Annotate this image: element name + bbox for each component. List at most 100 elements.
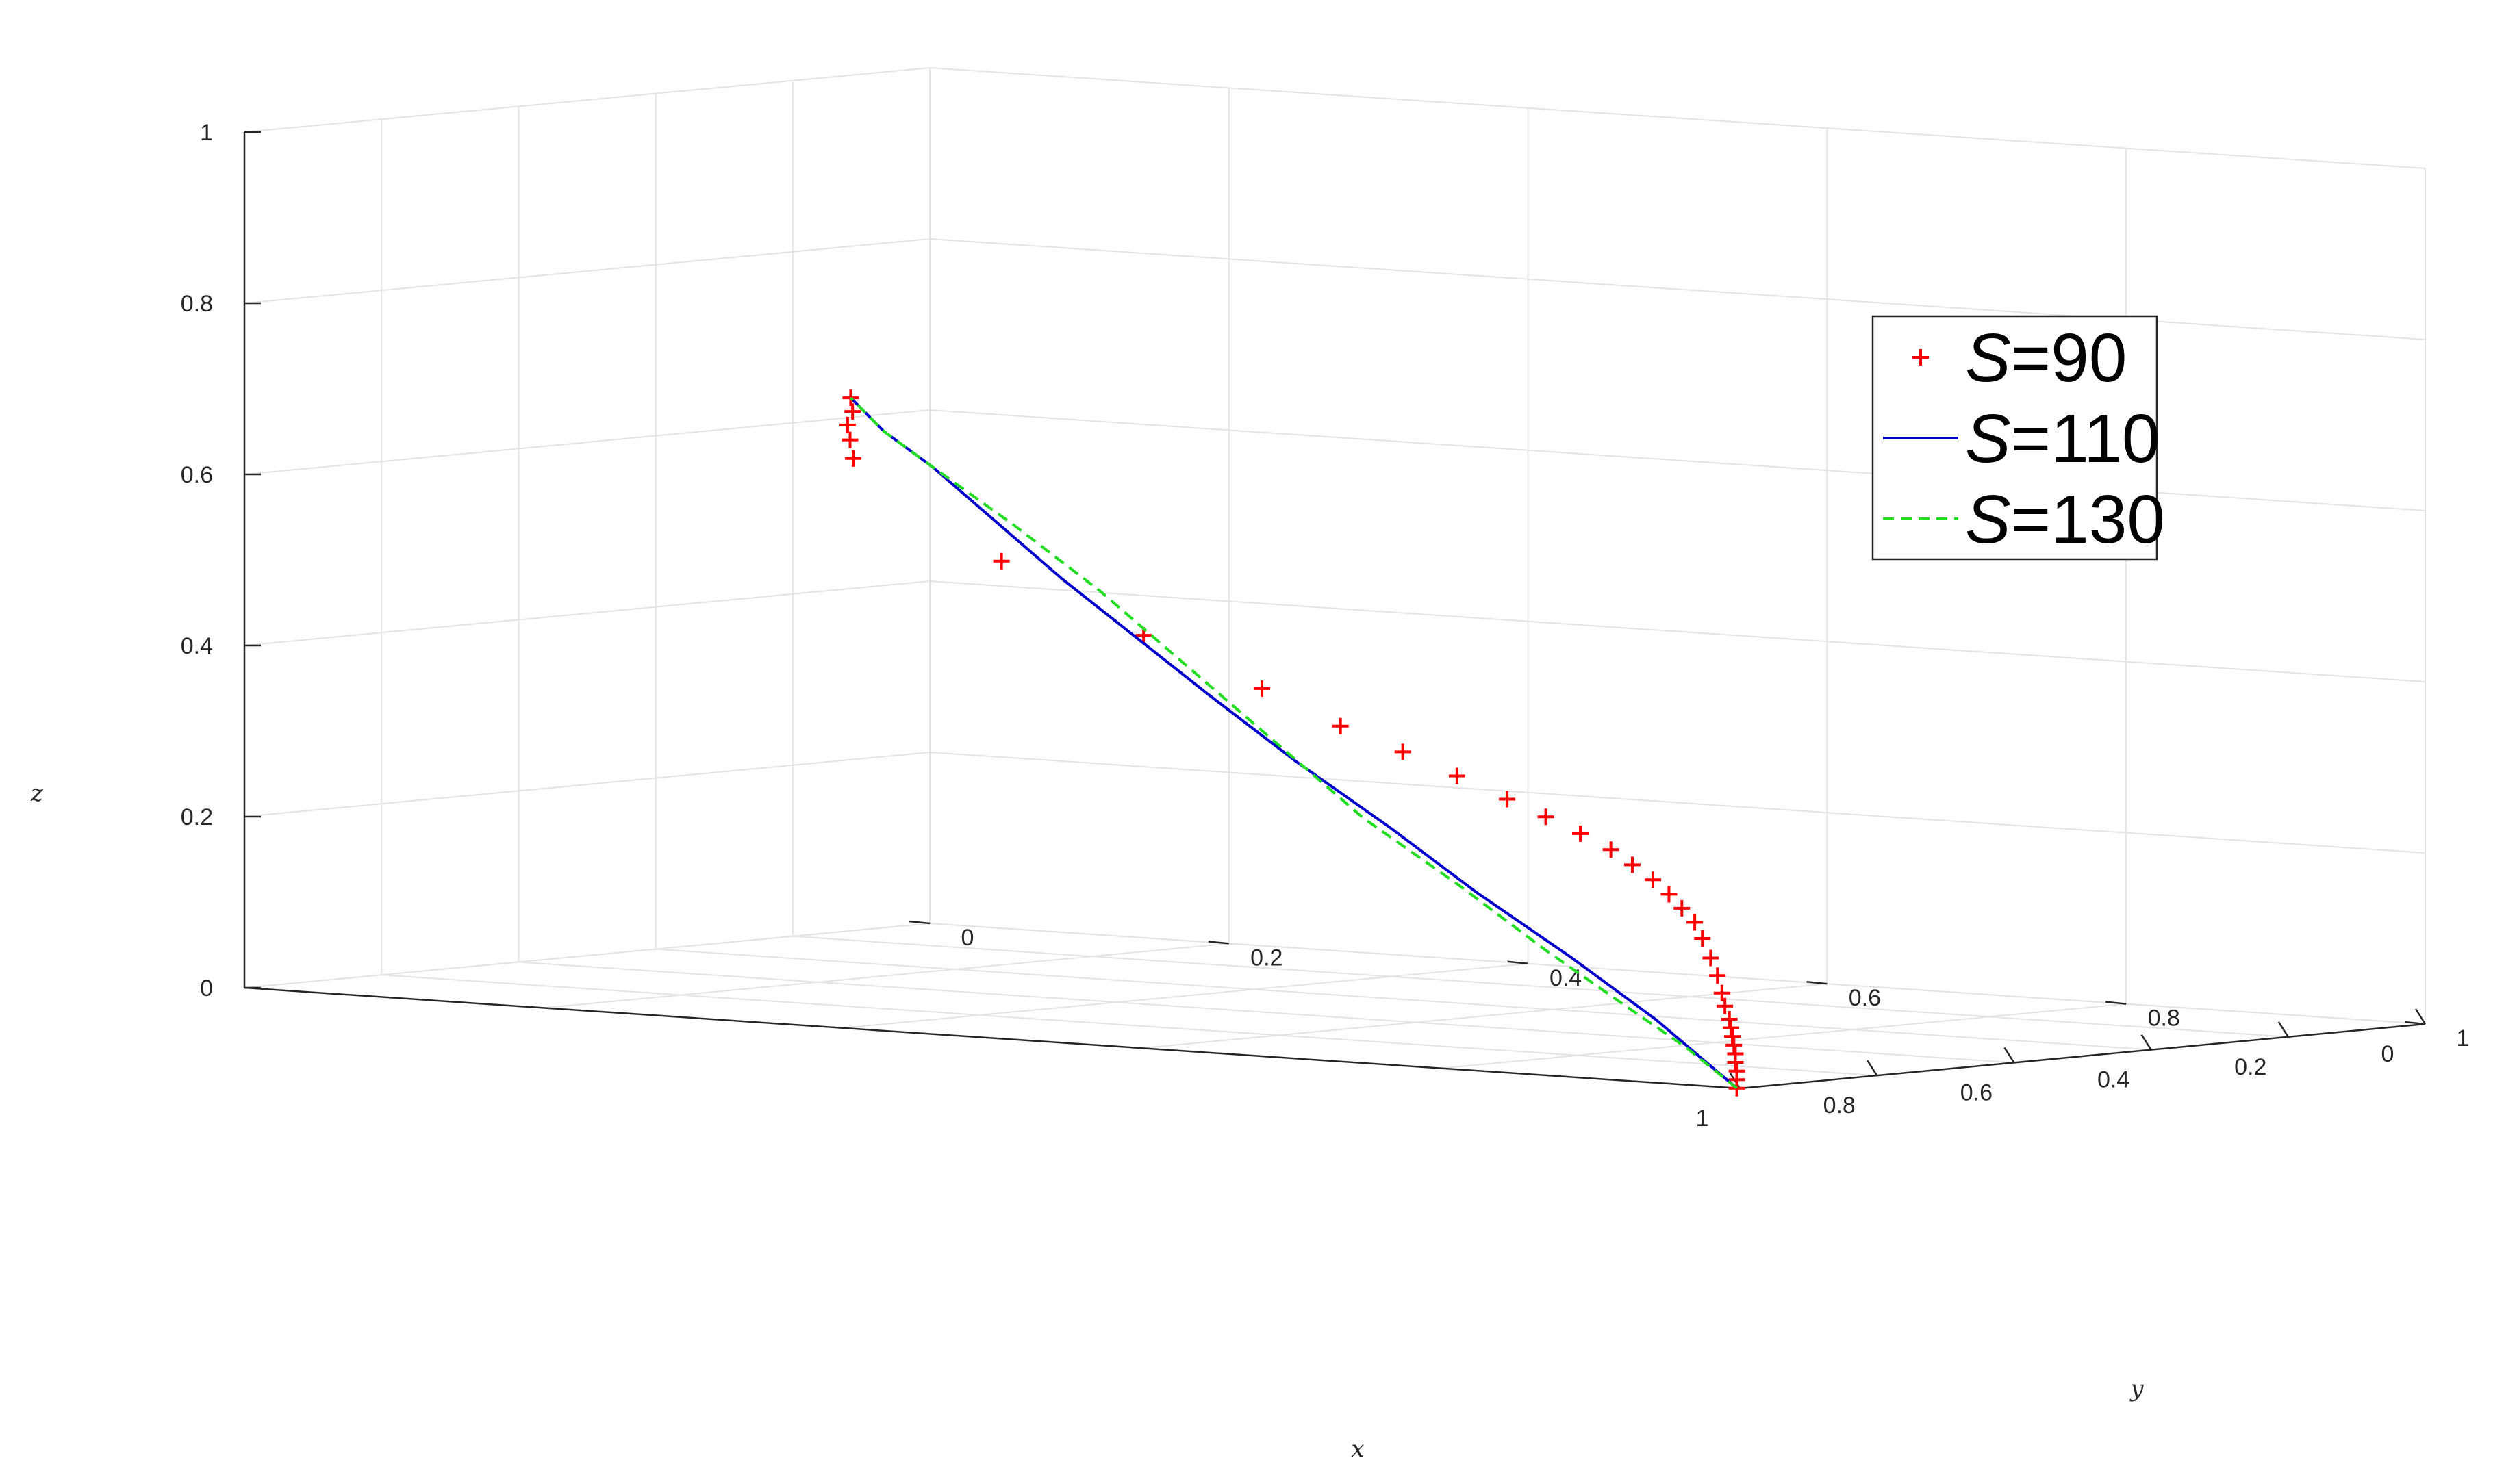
y-tick-mark (1208, 941, 1229, 945)
series-130-line (849, 396, 1738, 1090)
legend-item: S=110 (1883, 400, 2160, 477)
grid-line (244, 580, 931, 646)
y-tick-label: 1 (2457, 1025, 2470, 1051)
legend-item: S=90 (1912, 320, 2127, 396)
plus-marker (1499, 791, 1516, 808)
legend-item: S=130 (1883, 481, 2165, 558)
plus-marker (1572, 825, 1589, 842)
x-tick-mark (2277, 1021, 2289, 1038)
plus-marker (1660, 886, 1678, 903)
x-tick-label: 0.6 (1960, 1079, 1993, 1105)
y-tick-label: 0.4 (1550, 965, 1582, 991)
grid-line (929, 238, 2426, 340)
y-tick-mark (2404, 1021, 2426, 1025)
y-tick-label: 0 (961, 925, 974, 951)
plus-marker (1686, 914, 1704, 931)
plus-marker (1623, 856, 1641, 873)
grid-line (244, 923, 931, 988)
plus-marker (845, 450, 862, 467)
plus-marker (1254, 680, 1271, 697)
axis-lines (243, 131, 2427, 1090)
x-tick-label: 0 (2381, 1041, 2394, 1067)
y-axis-label: y (2129, 1375, 2144, 1403)
grid-line (244, 238, 931, 304)
grid-line (244, 67, 931, 133)
tick-labels: 0 0.2 0.4 0.6 0.8 1 0 0.2 0.4 0.6 0.8 1 0 0.2 0.4 0.6 0.… (181, 120, 2470, 1131)
legend-marker (1912, 349, 1929, 366)
plus-marker (1645, 871, 1662, 888)
grid-line (244, 409, 931, 475)
plus-marker (1673, 899, 1691, 917)
series-110-line (849, 396, 1738, 1090)
grid-line (929, 580, 2426, 682)
plus-marker (1722, 1019, 1739, 1036)
z-axis-label: z (30, 780, 44, 807)
y-tick-mark (1806, 980, 1828, 985)
x-tick-mark (1867, 1060, 1878, 1076)
grid-line (792, 935, 2288, 1038)
data-series (839, 389, 1745, 1097)
legend-label: S=110 (1965, 400, 2160, 477)
y-tick-mark (2105, 1001, 2127, 1005)
plus-marker (839, 416, 856, 433)
z-tick-label: 0.8 (181, 291, 213, 317)
x-axis-line (244, 986, 1741, 1090)
plus-marker (1725, 1036, 1743, 1053)
grid-line (381, 974, 1877, 1077)
series-90-markers (839, 389, 1745, 1097)
x-tick-label: 0.2 (2234, 1054, 2266, 1080)
z-tick-label: 1 (200, 120, 213, 146)
x-axis-label: x (1351, 1435, 1364, 1463)
grid-line (929, 409, 2426, 511)
z-tick-label: 0.4 (181, 633, 213, 659)
plus-marker (1694, 930, 1711, 947)
z-tick-label: 0.6 (181, 462, 213, 488)
x-tick-label: 0.4 (2097, 1067, 2129, 1093)
grid-line (1441, 1003, 2127, 1069)
plus-marker (842, 389, 859, 407)
plus-marker (993, 552, 1010, 570)
grid-line (929, 67, 2426, 169)
x-tick-label: 1 (1696, 1105, 1709, 1131)
x-tick-mark (2414, 1008, 2427, 1025)
grid-line (244, 752, 931, 817)
plus-marker (1728, 1062, 1745, 1079)
x-tick-label: 0.8 (1823, 1092, 1856, 1118)
y-tick-label: 0.8 (2148, 1006, 2180, 1032)
legend-label: S=90 (1965, 320, 2127, 396)
y-tick-mark (1507, 960, 1528, 965)
plus-marker (1724, 1028, 1741, 1045)
grid-line (655, 948, 2151, 1051)
plus-marker (1537, 808, 1554, 826)
x-tick-mark (2003, 1047, 2015, 1064)
x-tick-mark (2140, 1034, 2152, 1051)
grid-lines (244, 67, 2426, 1089)
plus-marker (1713, 984, 1730, 1001)
y-tick-mark (909, 920, 931, 925)
plus-marker (844, 403, 861, 420)
plus-marker (1709, 967, 1726, 984)
y-axis-line (1739, 1023, 2426, 1090)
grid-line (929, 752, 2426, 854)
plus-marker (1702, 949, 1719, 967)
grid-line (1141, 983, 1828, 1049)
plus-marker (1332, 717, 1349, 734)
z-tick-label: 0 (200, 975, 213, 1001)
y-tick-label: 0.6 (1849, 985, 1881, 1011)
grid-line (929, 923, 2426, 1025)
plus-marker (1717, 997, 1734, 1014)
grid-line (842, 962, 1528, 1029)
plus-marker (1727, 1045, 1744, 1062)
plus-marker (1448, 767, 1465, 784)
plus-marker (1602, 841, 1619, 858)
grid-line (543, 943, 1229, 1009)
plus-marker (842, 431, 859, 448)
legend-label: S=130 (1965, 481, 2165, 558)
plus-marker (1721, 1010, 1738, 1027)
plus-marker (1394, 743, 1411, 760)
grid-line (518, 961, 2014, 1064)
y-tick-label: 0.2 (1250, 945, 1282, 971)
z-tick-label: 0.2 (181, 804, 213, 830)
